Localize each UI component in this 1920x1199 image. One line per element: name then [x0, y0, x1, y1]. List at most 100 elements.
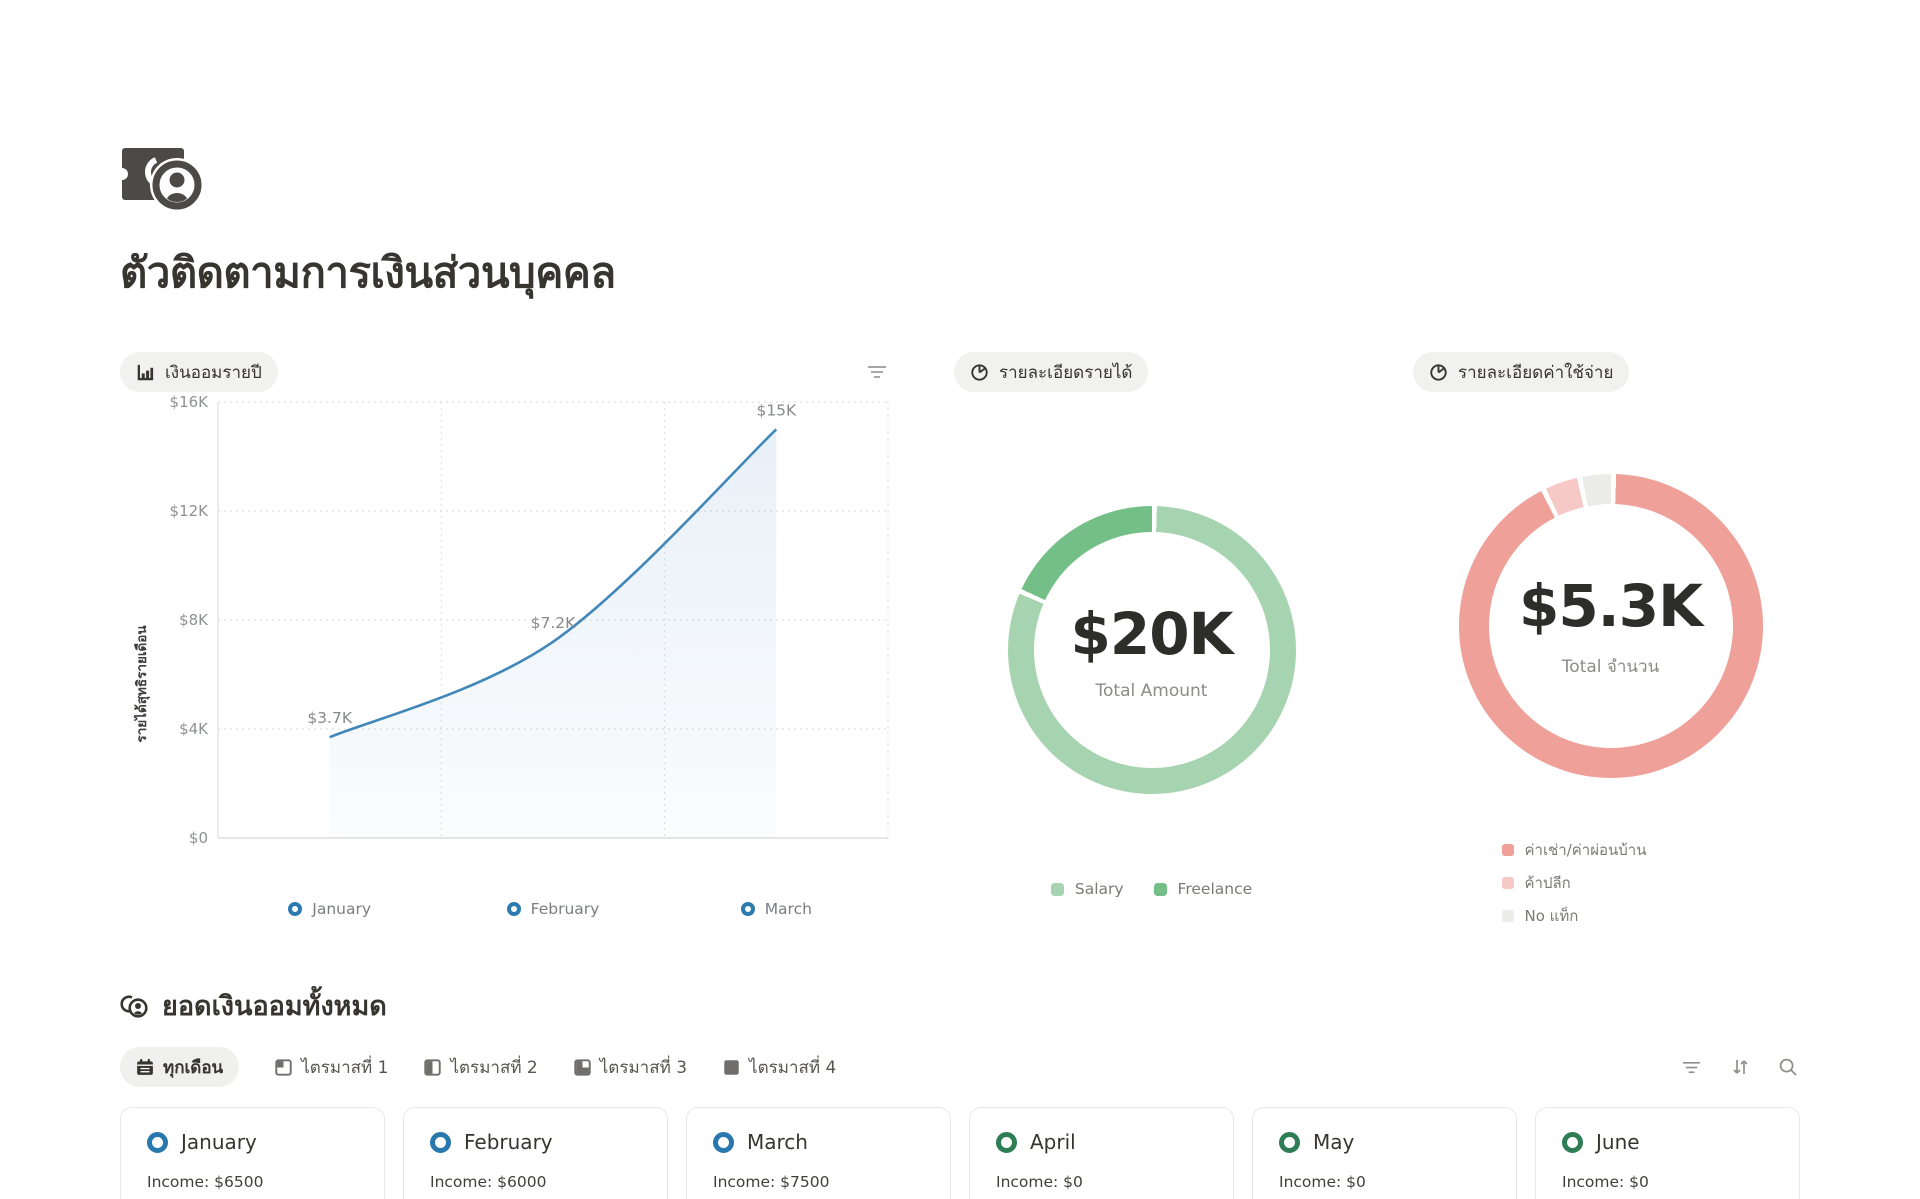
filter-icon — [868, 366, 886, 378]
point-label-january: $3.7K — [307, 709, 353, 727]
legend-label: Salary — [1074, 880, 1124, 898]
point-label-february: $7.2K — [531, 614, 577, 632]
y-tick: $4K — [179, 720, 209, 738]
pie-chart-icon — [971, 363, 988, 381]
annual-savings-view-chip[interactable]: เงินออมรายปี — [120, 352, 278, 392]
tab-label: ไตรมาสที่ 2 — [450, 1057, 538, 1078]
income-breakdown-header: รายละเอียดรายได้ — [954, 352, 1349, 392]
quarter-4-icon — [724, 1059, 739, 1075]
annual-savings-widget: เงินออมรายปี — [120, 352, 890, 928]
savings-line-path — [329, 428, 778, 739]
quarter-3-icon — [574, 1058, 591, 1076]
income-chip-label: รายละเอียดรายได้ — [999, 362, 1133, 383]
legend-item-no-tag: No แท็ก — [1501, 904, 1732, 928]
total-savings-section-header: ยอดเงินออมทั้งหมด — [120, 984, 1800, 1027]
y-axis-title: รายได้สุทธิรายเดือน — [133, 625, 150, 743]
expense-total-caption: Total จำนวน — [1561, 657, 1660, 677]
savings-toolbar — [1679, 1055, 1800, 1079]
month-card-january[interactable]: January Income: $6500 Expenses: $2845 — [120, 1107, 385, 1199]
savings-view-tabs: ทุกเดือน ไตรมาสที่ 1 ไตรมาสที่ 2 ไตรมาสท… — [120, 1047, 1800, 1087]
search-icon — [1779, 1058, 1797, 1076]
section-title: ยอดเงินออมทั้งหมด — [162, 991, 387, 1022]
x-label-february: February — [441, 900, 664, 918]
coins-icon — [120, 995, 148, 1018]
expense-donut-chart: $5.3K Total จำนวน — [1458, 474, 1763, 778]
tab-label: ไตรมาสที่ 1 — [301, 1057, 389, 1078]
annual-savings-line-chart: $16K $12K $8K $4K $0 $3.7K $7.2K $15K รา… — [120, 393, 890, 918]
card-month-title: April — [1030, 1130, 1076, 1154]
card-header: February — [430, 1130, 641, 1154]
y-tick: $16K — [170, 394, 210, 411]
x-label-text: January — [312, 900, 372, 918]
tab-quarter-4[interactable]: ไตรมาสที่ 4 — [723, 1054, 836, 1081]
legend-swatch — [1050, 882, 1064, 896]
series-marker-icon — [288, 902, 303, 916]
y-tick: $12K — [170, 502, 210, 520]
card-income: Income: $0 — [1279, 1173, 1366, 1191]
x-axis-labels: January February March — [218, 900, 888, 918]
month-cards-grid: January Income: $6500 Expenses: $2845 Fe… — [120, 1107, 1800, 1199]
expense-donut-center: $5.3K Total จำนวน — [1459, 474, 1763, 778]
tab-quarter-3[interactable]: ไตรมาสที่ 3 — [574, 1054, 687, 1081]
filter-button[interactable] — [1679, 1057, 1704, 1078]
tab-label: ทุกเดือน — [163, 1057, 224, 1078]
chart-filter-button[interactable] — [864, 361, 890, 383]
card-month-title: February — [464, 1130, 553, 1154]
legend-item-retail: ค้าปลีก — [1501, 871, 1732, 895]
x-label-text: February — [530, 900, 600, 918]
y-tick: $8K — [179, 611, 209, 629]
y-tick: $0 — [189, 829, 208, 847]
month-card-june[interactable]: June Income: $0 Expenses: $0 — [1535, 1107, 1800, 1199]
legend-item-freelance: Freelance — [1153, 880, 1252, 898]
month-ring-icon — [996, 1131, 1017, 1153]
x-label-january: January — [218, 900, 441, 918]
legend-item-salary: Salary — [1050, 880, 1124, 898]
card-month-title: May — [1313, 1130, 1355, 1154]
quarter-1-icon — [275, 1058, 292, 1076]
tab-label: ไตรมาสที่ 4 — [749, 1057, 837, 1078]
tab-quarter-1[interactable]: ไตรมาสที่ 1 — [275, 1054, 388, 1081]
month-ring-icon — [430, 1131, 451, 1153]
page-title: ตัวติดตามการเงินส่วนบุคคล — [120, 248, 616, 297]
data-point-labels: $3.7K $7.2K $15K — [307, 401, 797, 727]
legend-swatch — [1501, 844, 1514, 856]
card-header: January — [147, 1130, 358, 1154]
legend-swatch — [1501, 877, 1514, 889]
point-label-march: $15K — [756, 401, 797, 419]
month-card-may[interactable]: May Income: $0 Expenses: $0 — [1252, 1107, 1517, 1199]
card-month-title: June — [1596, 1130, 1640, 1154]
card-month-title: January — [181, 1130, 257, 1154]
expense-breakdown-widget: รายละเอียดค่าใช้จ่าย $5.3K Total จำนวน ค… — [1413, 352, 1808, 928]
card-income: Income: $0 — [996, 1173, 1083, 1191]
money-coin-logo-icon — [120, 148, 204, 212]
legend-swatch — [1501, 910, 1514, 922]
annual-savings-chip-label: เงินออมรายปี — [165, 362, 262, 383]
income-total-caption: Total Amount — [1095, 680, 1208, 701]
income-donut-center: $20K Total Amount — [1008, 506, 1296, 794]
savings-area-path — [329, 429, 777, 838]
month-card-march[interactable]: March Income: $7500 Expenses: $0 — [686, 1107, 951, 1199]
card-income: Income: $6000 — [430, 1173, 547, 1191]
card-month-title: March — [747, 1130, 808, 1154]
sort-button[interactable] — [1728, 1055, 1752, 1079]
line-chart-svg: $16K $12K $8K $4K $0 $3.7K $7.2K $15K รา… — [133, 393, 889, 847]
income-breakdown-view-chip[interactable]: รายละเอียดรายได้ — [954, 352, 1149, 392]
month-card-february[interactable]: February Income: $6000 Expenses: $2500 — [403, 1107, 668, 1199]
tab-quarter-2[interactable]: ไตรมาสที่ 2 — [424, 1054, 538, 1081]
expense-breakdown-view-chip[interactable]: รายละเอียดค่าใช้จ่าย — [1413, 352, 1630, 392]
expense-chip-label: รายละเอียดค่าใช้จ่าย — [1458, 362, 1614, 383]
month-ring-icon — [147, 1131, 168, 1153]
card-header: May — [1279, 1130, 1490, 1154]
annual-savings-header: เงินออมรายปี — [120, 352, 890, 392]
tab-all-months[interactable]: ทุกเดือน — [120, 1047, 240, 1087]
income-breakdown-widget: รายละเอียดรายได้ $20K Total Amount Salar… — [954, 352, 1349, 928]
month-card-april[interactable]: April Income: $0 Expenses: $0 — [969, 1107, 1234, 1199]
charts-row: เงินออมรายปี — [120, 352, 1800, 928]
search-button[interactable] — [1776, 1055, 1800, 1079]
x-label-march: March — [665, 900, 888, 918]
expense-legend: ค่าเช่า/ค่าผ่อนบ้าน ค้าปลีก No แท็ก — [1501, 838, 1732, 928]
sort-arrows-icon — [1733, 1060, 1748, 1074]
pie-chart-icon — [1430, 363, 1447, 381]
month-ring-icon — [1562, 1131, 1583, 1153]
bar-chart-icon — [137, 364, 154, 380]
